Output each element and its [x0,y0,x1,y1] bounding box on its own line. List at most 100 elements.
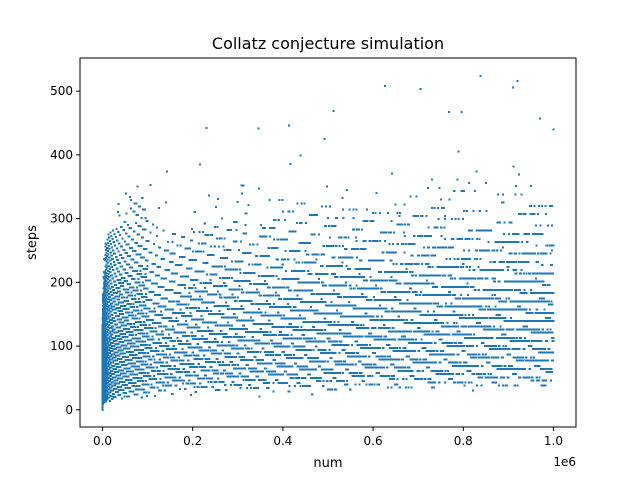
scatter-point [260,294,262,297]
scatter-point [126,328,129,330]
scatter-point [120,330,122,332]
scatter-point [254,356,257,358]
scatter-point [249,384,251,386]
scatter-point [103,305,105,308]
scatter-point [110,347,113,349]
scatter-point [256,370,258,373]
scatter-point [126,272,129,274]
scatter-point [222,381,225,383]
scatter-point [115,312,117,314]
scatter-point [112,258,114,260]
scatter-point [145,296,148,298]
scatter-point [205,310,207,312]
scatter-point [143,321,146,323]
scatter-point [195,250,197,253]
scatter-point [182,382,184,385]
scatter-point [128,227,131,229]
scatter-point [124,352,126,355]
scatter-point [129,379,131,381]
scatter-point [228,341,231,343]
scatter-point [252,336,254,338]
scatter-point [159,378,162,380]
scatter-point [226,364,229,366]
scatter-point [103,328,106,331]
scatter-point [111,358,113,361]
scatter-point [210,282,212,284]
scatter-point [121,361,124,363]
scatter-point [111,330,114,333]
scatter-point [185,247,187,250]
scatter-point [165,277,167,280]
scatter-point [106,390,109,393]
scatter-point [117,371,119,373]
scatter-point [213,285,215,287]
scatter-point [130,227,132,229]
scatter-point [224,384,227,386]
scatter-point [131,247,133,249]
scatter-point [143,332,146,335]
scatter-point [109,296,111,298]
scatter-point [124,316,127,319]
scatter-point [123,372,125,375]
scatter-point [106,331,108,333]
scatter-point [153,243,155,245]
scatter-point [109,391,112,394]
scatter-point [121,245,123,248]
scatter-point [118,382,120,385]
scatter-point [110,355,112,358]
scatter-point [175,384,178,387]
scatter-point [250,387,252,389]
scatter-point [246,280,248,282]
scatter-point [105,252,108,254]
scatter-point [212,254,215,256]
scatter-point [165,325,168,328]
scatter-point [169,261,172,263]
scatter-point [111,246,113,249]
scatter-point [204,242,207,245]
scatter-point [103,396,106,398]
scatter-point [124,372,127,375]
scatter-point [125,308,128,310]
scatter-point [140,368,142,371]
scatter-point [206,273,208,276]
scatter-point [217,372,220,375]
scatter-point [154,350,156,352]
scatter-point [197,250,199,253]
scatter-point [132,362,134,365]
scatter-point [120,318,122,321]
scatter-point [253,379,256,381]
scatter-point [171,289,174,291]
scatter-point [142,312,145,315]
scatter-point [215,349,217,352]
scatter-point [247,252,249,254]
scatter-point [106,398,109,401]
scatter-point [185,320,187,322]
scatter-point [124,268,126,271]
scatter-point [108,357,110,359]
scatter-point [119,279,122,281]
scatter-point [118,335,121,337]
scatter-point [258,187,260,190]
scatter-point [233,240,235,243]
scatter-point [189,312,192,314]
scatter-point [145,248,148,250]
scatter-point [147,352,149,354]
scatter-point [227,352,229,355]
scatter-point [235,375,237,378]
scatter-point [136,242,138,244]
scatter-point [215,381,218,383]
scatter-point [110,375,112,377]
scatter-point [117,335,119,337]
scatter-point [217,198,219,200]
scatter-point [136,261,139,264]
scatter-point [194,335,197,337]
scatter-point [107,289,109,292]
scatter-point [110,263,112,265]
scatter-point [111,333,114,336]
scatter-point [108,396,110,399]
scatter-point [228,308,231,310]
scatter-point [134,298,137,300]
scatter-point [107,250,109,252]
scatter-point [173,328,175,331]
scatter-point [119,290,121,293]
